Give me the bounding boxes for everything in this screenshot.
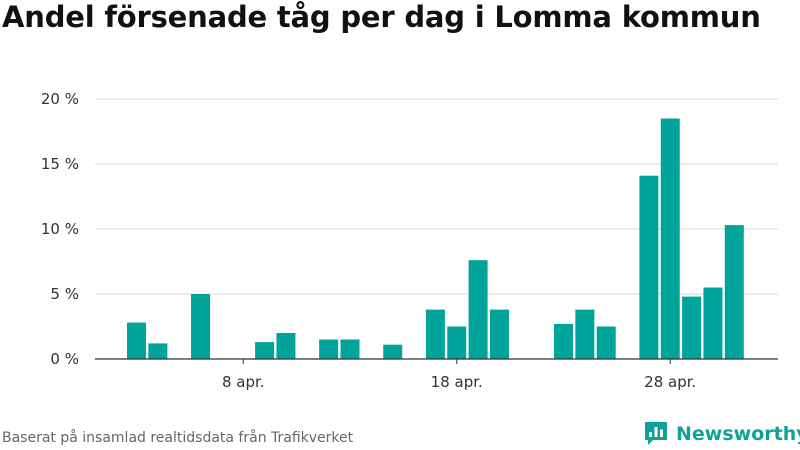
y-tick-label: 15 % [41, 155, 79, 173]
y-tick-label: 10 % [41, 220, 79, 238]
x-tick-label: 8 apr. [222, 373, 265, 391]
bar [127, 322, 146, 359]
bar [724, 225, 744, 359]
bar [340, 339, 360, 359]
bar [191, 294, 211, 359]
bar [575, 309, 595, 359]
bar [425, 309, 445, 359]
x-tick-label: 28 apr. [644, 373, 696, 391]
brand-name: Newsworthy [676, 423, 800, 445]
source-note: Baserat på insamlad realtidsdata från Tr… [2, 430, 354, 446]
bar [596, 326, 616, 359]
bar [554, 323, 573, 359]
bar-chart: 0 % 5 % 10 % 15 % 20 % 8 apr. 18 apr. 28 apr. [41, 90, 778, 391]
brand-logo[interactable]: Newsworthy [644, 420, 800, 448]
bar [489, 309, 509, 359]
bar [703, 287, 723, 359]
bar [682, 296, 702, 359]
y-tick-label: 0 % [50, 350, 79, 368]
bar [639, 175, 659, 359]
axes: 0 % 5 % 10 % 15 % 20 % 8 apr. 18 apr. 28 apr. [41, 90, 778, 391]
bar [148, 343, 168, 359]
bar [468, 260, 488, 359]
bars [127, 118, 744, 359]
y-tick-label: 5 % [50, 285, 79, 303]
newsworthy-logo-icon [645, 422, 667, 445]
bar [383, 344, 403, 359]
bar [255, 342, 275, 359]
bar [319, 339, 339, 359]
bar [660, 118, 680, 359]
x-tick-label: 18 apr. [431, 373, 483, 391]
y-tick-label: 20 % [41, 90, 79, 108]
chart-title: Andel försenade tåg per dag i Lomma komm… [2, 0, 761, 34]
bar [447, 326, 467, 359]
bar [276, 333, 296, 359]
